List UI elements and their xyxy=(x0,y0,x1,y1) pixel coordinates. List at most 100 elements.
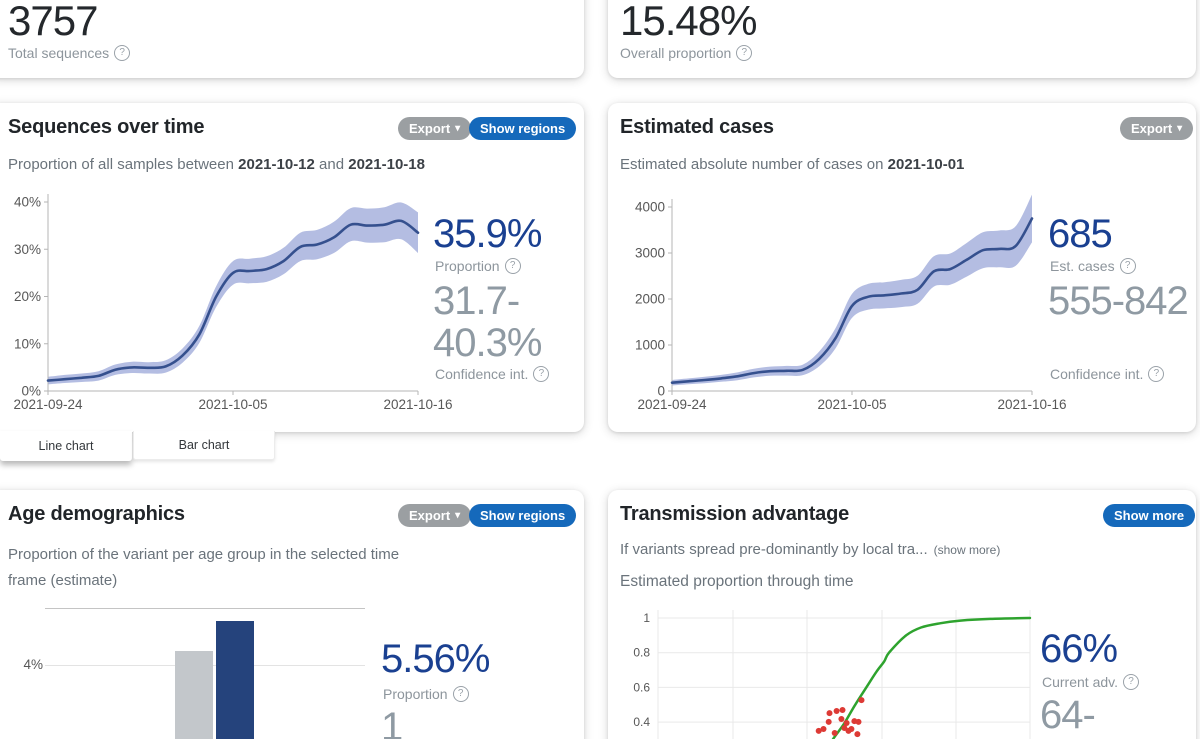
scatter-point xyxy=(820,726,827,732)
x-tick-label: 2021-10-05 xyxy=(817,397,886,412)
show-more-link[interactable]: (show more) xyxy=(933,543,1001,557)
scatter-point xyxy=(831,730,838,736)
tab-bar-chart[interactable]: Bar chart xyxy=(133,431,275,460)
est-cases-stat-value: 685 xyxy=(1048,212,1113,256)
page-title-age-demographics: Age demographics xyxy=(8,503,185,525)
age-demographics-subtitle: Proportion of the variant per age group … xyxy=(8,546,400,589)
page-title-transmission-advantage: Transmission advantage xyxy=(620,503,850,525)
x-tick-label: 2021-10-16 xyxy=(383,397,452,412)
help-icon[interactable]: ? xyxy=(736,45,753,61)
overall-proportion-label: Overall proportion ? xyxy=(620,45,753,61)
export-button[interactable]: Export ▾ xyxy=(1120,117,1194,140)
export-button[interactable]: Export ▾ xyxy=(398,504,472,527)
y-tick-label: 30% xyxy=(14,242,41,257)
scatter-point xyxy=(833,708,840,714)
help-icon[interactable]: ? xyxy=(452,686,469,702)
sequences-subtitle: Proportion of all samples between 2021-1… xyxy=(8,156,425,173)
scatter-point xyxy=(838,716,845,722)
scatter-point xyxy=(848,726,855,732)
transmission-subtitle: If variants spread pre-dominantly by loc… xyxy=(620,541,1001,558)
age-chart-ytick-label: 4% xyxy=(23,657,43,672)
help-icon[interactable]: ? xyxy=(1148,366,1165,382)
y-tick-label: 40% xyxy=(14,195,41,210)
scatter-point xyxy=(839,707,846,713)
y-tick-label: 20% xyxy=(14,289,41,304)
estimated-cases-chart: 0 1000 2000 3000 4000 2021-09-24 2021-10-05 202… xyxy=(635,194,1067,412)
tab-line-chart[interactable]: Line chart xyxy=(0,431,132,461)
confidence-interval-value-partial: 1 xyxy=(381,705,403,739)
x-tick-label: 2021-10-05 xyxy=(198,397,267,412)
scatter-point xyxy=(854,731,861,738)
help-icon[interactable]: ? xyxy=(114,45,131,61)
y-tick-label: 4000 xyxy=(635,200,665,215)
confidence-band xyxy=(672,194,1032,386)
y-tick-label: 0.6 xyxy=(633,680,650,694)
transmission-chart-caption: Estimated proportion through time xyxy=(620,573,854,590)
age-proportion-stat-value: 5.56% xyxy=(381,637,490,681)
help-icon[interactable]: ? xyxy=(533,366,550,382)
date: 2021-10-01 xyxy=(887,156,965,173)
total-sequences-value: 3757 xyxy=(8,0,98,44)
confidence-interval-label: Confidence int. ? xyxy=(435,366,550,382)
overall-proportion-value: 15.48% xyxy=(620,0,757,44)
current-advantage-stat-label: Current adv. ? xyxy=(1042,674,1139,690)
total-sequences-card xyxy=(0,0,584,78)
x-tick-label: 2021-09-24 xyxy=(13,397,83,412)
y-tick-label: 10% xyxy=(14,336,41,351)
help-icon[interactable]: ? xyxy=(1123,674,1139,690)
y-tick-label: 2000 xyxy=(635,292,665,307)
chevron-down-icon: ▾ xyxy=(455,509,461,521)
show-regions-button[interactable]: Show regions xyxy=(469,117,577,140)
y-tick-label: 1 xyxy=(643,611,650,625)
y-tick-label: 0.4 xyxy=(633,715,650,729)
proportion-stat-value: 35.9% xyxy=(433,212,542,256)
scatter-point xyxy=(815,727,822,734)
trend-curve xyxy=(831,616,1032,739)
transmission-advantage-card xyxy=(608,490,1196,739)
help-icon[interactable]: ? xyxy=(1119,258,1136,274)
age-proportion-stat-label: Proportion ? xyxy=(383,686,469,702)
estimated-cases-subtitle: Estimated absolute number of cases on 20… xyxy=(620,156,965,173)
confidence-interval-label: Confidence int. ? xyxy=(1050,366,1165,382)
transmission-advantage-chart: 1 0.8 0.6 0.4 xyxy=(633,610,1032,739)
chevron-down-icon: ▾ xyxy=(1177,122,1183,134)
est-cases-stat-label: Est. cases ? xyxy=(1050,258,1136,274)
scatter-point xyxy=(826,710,833,717)
scatter-point xyxy=(855,718,862,725)
confidence-interval-value: 555-842 xyxy=(1048,279,1189,323)
x-tick-label: 2021-09-24 xyxy=(637,397,707,412)
chart-line xyxy=(46,219,420,382)
date-from: 2021-10-12 xyxy=(238,156,315,173)
show-regions-button[interactable]: Show regions xyxy=(469,504,577,527)
x-tick-label: 2021-10-16 xyxy=(997,397,1066,412)
page-title-sequences-over-time: Sequences over time xyxy=(8,116,205,138)
show-more-button[interactable]: Show more xyxy=(1103,504,1196,527)
help-icon[interactable]: ? xyxy=(504,258,521,274)
chevron-down-icon: ▾ xyxy=(455,122,461,134)
chart-line xyxy=(670,217,1034,384)
scatter-point xyxy=(825,718,832,725)
scatter-point xyxy=(843,720,850,726)
age-chart-gridline xyxy=(45,608,365,609)
y-tick-label: 3000 xyxy=(635,246,665,261)
y-tick-label: 0 xyxy=(657,384,665,399)
y-tick-label: 1000 xyxy=(635,338,665,353)
export-button[interactable]: Export ▾ xyxy=(398,117,472,140)
confidence-interval-value-partial: 64- xyxy=(1040,693,1096,737)
confidence-interval-value: 31.7-40.3% xyxy=(433,279,542,365)
current-advantage-stat-value: 66% xyxy=(1040,627,1118,671)
confidence-band xyxy=(48,202,418,385)
page-title-estimated-cases: Estimated cases xyxy=(620,116,774,138)
date-to: 2021-10-18 xyxy=(348,156,425,173)
scatter-point xyxy=(858,697,865,704)
age-chart-bar xyxy=(216,621,254,739)
sequences-over-time-chart: 0% 10% 20% 30% 40% 2021-09-24 2021-10-05 2021-1… xyxy=(13,194,453,412)
overall-proportion-card xyxy=(608,0,1196,78)
proportion-stat-label: Proportion ? xyxy=(435,258,521,274)
total-sequences-label: Total sequences ? xyxy=(8,45,131,61)
y-tick-label: 0% xyxy=(21,384,41,399)
y-tick-label: 0.8 xyxy=(633,646,650,660)
age-chart-bar xyxy=(175,651,213,739)
age-demographics-card xyxy=(0,490,584,739)
